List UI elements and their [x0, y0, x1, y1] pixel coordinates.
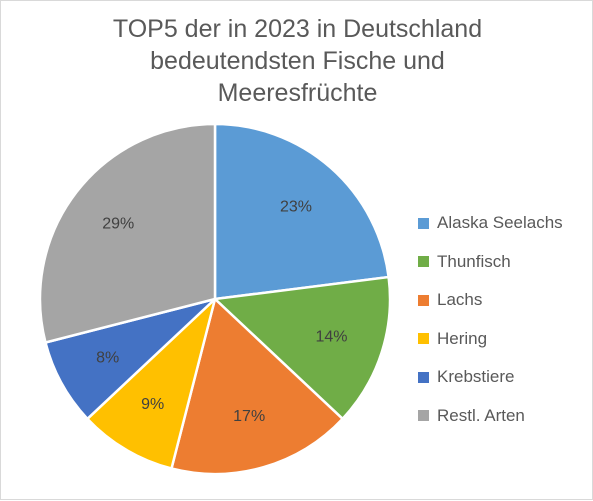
legend-label: Lachs [437, 290, 483, 310]
legend-swatch [418, 333, 429, 345]
legend-item-hering: Hering [418, 320, 563, 359]
legend-swatch [418, 294, 429, 306]
data-label: 29% [102, 215, 134, 232]
legend-label: Restl. Arten [437, 405, 525, 425]
legend-label: Krebstiere [437, 367, 515, 387]
chart-title-line-3: Meeresfrüchte [217, 79, 378, 107]
legend-item-restl-arten: Restl. Arten [418, 397, 563, 436]
chart-title-line-1: TOP5 der in 2023 in Deutschland [112, 15, 483, 43]
pie-slices [38, 122, 392, 476]
pie-slice-lachs [170, 297, 344, 476]
legend-swatch [418, 371, 429, 383]
data-label: 8% [96, 350, 119, 367]
legend-label: Alaska Seelachs [437, 213, 563, 233]
data-label: 17% [233, 408, 265, 425]
legend-swatch [418, 256, 429, 268]
pie-slice-thunfisch [213, 275, 392, 421]
data-label: 14% [315, 328, 347, 345]
data-label: 23% [280, 199, 312, 216]
pie-slice-alaska-seelachs [213, 122, 390, 301]
legend-label: Thunfisch [437, 251, 511, 271]
legend-swatch [418, 217, 429, 229]
legend: Alaska Seelachs Thunfisch Lachs Hering K… [418, 204, 563, 435]
legend-item-lachs: Lachs [418, 281, 563, 320]
pie-slice-hering [86, 297, 217, 470]
pie-slice-restl-arten [38, 122, 217, 344]
pie-data-labels: 23% 14% 17% 9% 8% 29% [96, 199, 347, 426]
legend-item-alaska-seelachs: Alaska Seelachs [418, 204, 563, 243]
data-label: 9% [141, 396, 164, 413]
legend-swatch [418, 410, 429, 422]
chart-title-line-2: bedeutendsten Fische und [150, 47, 445, 75]
legend-item-krebstiere: Krebstiere [418, 358, 563, 397]
chart-title: TOP5 der in 2023 in Deutschland bedeuten… [1, 13, 593, 109]
legend-label: Hering [437, 328, 488, 348]
legend-item-thunfisch: Thunfisch [418, 243, 563, 282]
